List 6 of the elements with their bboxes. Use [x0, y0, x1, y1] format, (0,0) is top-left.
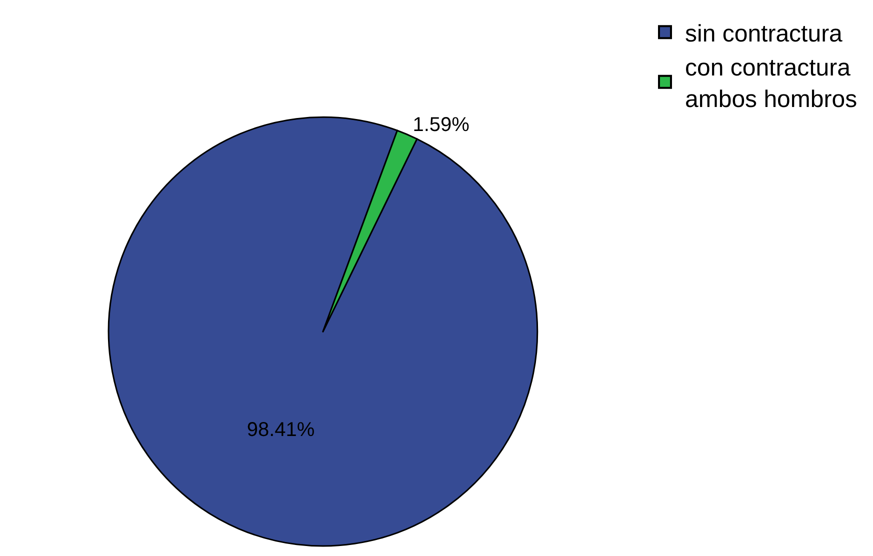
data-label: 98.41%	[246, 419, 315, 442]
legend-label: con contractura ambos hombros	[685, 54, 858, 113]
pie-slice	[322, 130, 418, 332]
legend-label: sin contractura	[685, 20, 844, 48]
pie-slice	[108, 116, 538, 547]
data-label: 1.59%	[412, 114, 470, 136]
